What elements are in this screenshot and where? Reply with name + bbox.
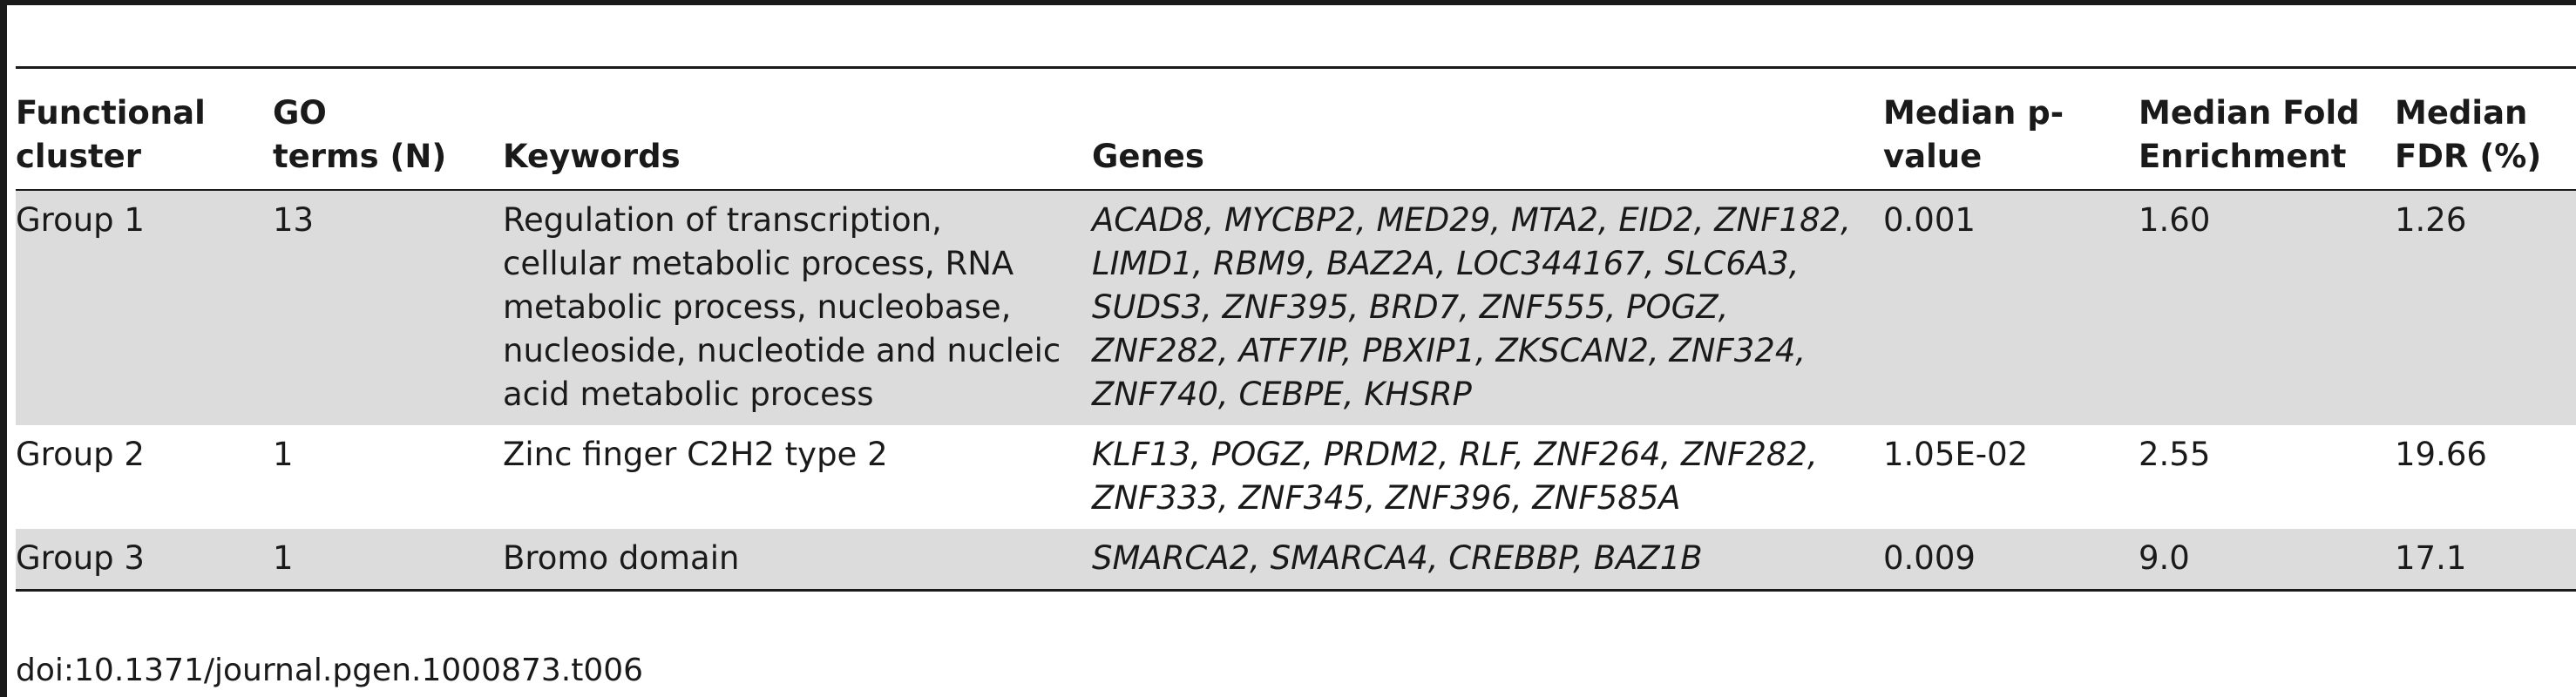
- top-rule: [0, 0, 2576, 5]
- cell-fdr: 17.1: [2395, 539, 2467, 577]
- left-rule: [0, 0, 7, 697]
- table-container: Functional cluster GO terms (N) Keywords…: [16, 66, 2576, 592]
- cell-genes: KLF13, POGZ, PRDM2, RLF, ZNF264, ZNF282,…: [1092, 436, 1818, 517]
- cell-genes: SMARCA2, SMARCA4, CREBBP, BAZ1B: [1092, 539, 1703, 577]
- cell-fold-enrichment: 9.0: [2139, 539, 2190, 577]
- header-median-p-value: Median p- value: [1883, 94, 2064, 175]
- header-median-fold-enrichment: Median Fold Enrichment: [2139, 94, 2360, 175]
- cell-fdr: 1.26: [2395, 201, 2467, 239]
- doi-footnote: doi:10.1371/journal.pgen.1000873.t006: [16, 653, 644, 688]
- header-functional-cluster: Functional cluster: [16, 94, 206, 175]
- header-keywords: Keywords: [503, 138, 681, 175]
- header-median-fdr: Median FDR (%): [2395, 94, 2542, 175]
- header-row: Functional cluster GO terms (N) Keywords…: [16, 67, 2576, 190]
- cell-go-terms: 1: [273, 436, 294, 473]
- cell-fold-enrichment: 1.60: [2139, 201, 2211, 239]
- table-row: Group 1 13 Regulation of transcription, …: [16, 190, 2576, 425]
- table-row: Group 3 1 Bromo domain SMARCA2, SMARCA4,…: [16, 529, 2576, 591]
- cell-fdr: 19.66: [2395, 436, 2487, 473]
- header-genes: Genes: [1092, 138, 1204, 175]
- cell-cluster: Group 2: [16, 436, 145, 473]
- go-enrichment-table: Functional cluster GO terms (N) Keywords…: [16, 66, 2576, 592]
- cell-p-value: 1.05E-02: [1883, 436, 2029, 473]
- cell-cluster: Group 1: [16, 201, 145, 239]
- cell-fold-enrichment: 2.55: [2139, 436, 2211, 473]
- cell-keywords: Regulation of transcription, cellular me…: [503, 201, 1061, 413]
- cell-keywords: Zinc finger C2H2 type 2: [503, 436, 888, 473]
- cell-genes: ACAD8, MYCBP2, MED29, MTA2, EID2, ZNF182…: [1092, 201, 1851, 413]
- cell-p-value: 0.001: [1883, 201, 1976, 239]
- header-go-terms: GO terms (N): [273, 94, 447, 175]
- cell-cluster: Group 3: [16, 539, 145, 577]
- table-row: Group 2 1 Zinc finger C2H2 type 2 KLF13,…: [16, 425, 2576, 529]
- cell-keywords: Bromo domain: [503, 539, 740, 577]
- cell-p-value: 0.009: [1883, 539, 1976, 577]
- cell-go-terms: 1: [273, 539, 294, 577]
- cell-go-terms: 13: [273, 201, 315, 239]
